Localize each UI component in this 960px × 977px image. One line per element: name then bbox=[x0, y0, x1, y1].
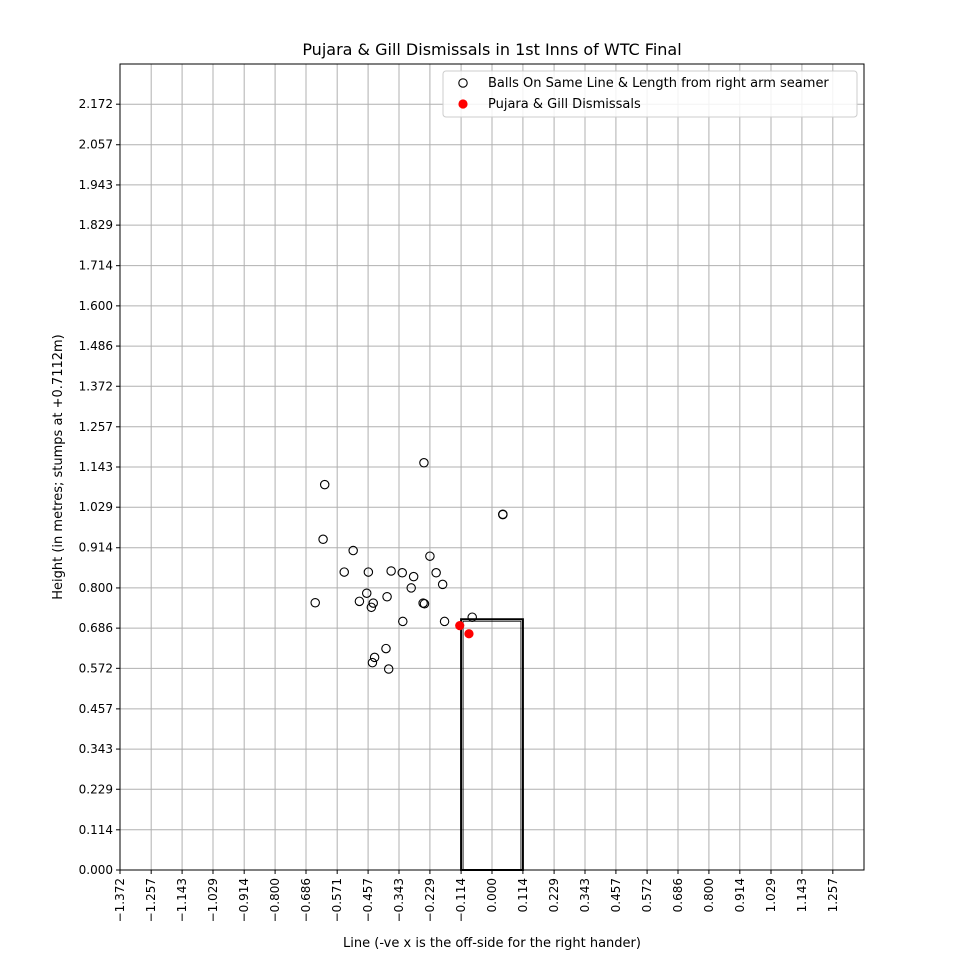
y-tick-label: 0.457 bbox=[79, 702, 113, 716]
x-tick-label: 1.029 bbox=[764, 878, 778, 912]
legend-box bbox=[442, 70, 858, 118]
y-tick-label: 1.486 bbox=[79, 339, 113, 353]
x-tick-label: −1.372 bbox=[113, 878, 127, 922]
data-points bbox=[310, 458, 508, 674]
ball-point bbox=[419, 599, 430, 609]
ball-point bbox=[386, 566, 396, 576]
ball-point bbox=[397, 568, 408, 578]
ball-point bbox=[363, 567, 374, 577]
ball-point bbox=[408, 571, 419, 582]
x-tick-label: −0.343 bbox=[392, 878, 406, 922]
x-tick-label: −0.114 bbox=[454, 878, 468, 922]
ball-point bbox=[368, 598, 378, 608]
y-tick-label: 0.800 bbox=[79, 581, 113, 595]
ball-point bbox=[369, 652, 380, 663]
chart-title: Pujara & Gill Dismissals in 1st Inns of … bbox=[302, 40, 681, 59]
y-tick-label: 2.057 bbox=[79, 138, 113, 152]
x-tick-label: −1.029 bbox=[206, 878, 220, 922]
ball-point bbox=[437, 579, 448, 590]
x-tick-label: −0.686 bbox=[299, 878, 313, 922]
x-tick-label: −0.571 bbox=[330, 878, 344, 922]
x-tick-label: 0.000 bbox=[485, 878, 499, 912]
y-tick-label: 1.257 bbox=[79, 420, 113, 434]
x-tick-label: 0.800 bbox=[702, 878, 716, 912]
y-tick-label: 1.829 bbox=[79, 218, 113, 232]
x-tick-label: −1.257 bbox=[144, 878, 158, 922]
ball-point bbox=[398, 616, 408, 627]
x-tick-label: 1.257 bbox=[826, 878, 840, 912]
ball-point bbox=[382, 591, 392, 602]
y-tick-label: 1.714 bbox=[79, 259, 113, 273]
ball-point bbox=[348, 545, 358, 556]
x-tick-label: 0.572 bbox=[640, 878, 654, 912]
y-tick-label: 2.172 bbox=[79, 97, 113, 111]
x-tick-label: 1.143 bbox=[795, 878, 809, 912]
ball-point bbox=[439, 616, 450, 627]
ball-point bbox=[383, 664, 394, 674]
legend: Balls On Same Line & Length from right a… bbox=[442, 70, 858, 118]
grid bbox=[119, 64, 864, 871]
ball-point bbox=[431, 568, 441, 578]
legend-marker-balls bbox=[458, 78, 468, 88]
y-tick-label: 0.572 bbox=[79, 661, 113, 675]
legend-label-dismissals: Pujara & Gill Dismissals bbox=[488, 97, 641, 112]
ball-point bbox=[361, 588, 372, 598]
y-tick-label: 0.343 bbox=[79, 742, 113, 756]
ball-point bbox=[310, 597, 320, 608]
ball-point bbox=[467, 612, 477, 622]
y-tick-label: 1.029 bbox=[79, 500, 113, 514]
x-tick-label: 0.457 bbox=[609, 878, 623, 912]
ball-point bbox=[367, 657, 378, 668]
x-axis-title: Line (-ve x is the off-side for the righ… bbox=[343, 936, 641, 951]
y-tick-label: 0.114 bbox=[79, 823, 113, 837]
x-tick-label: −0.914 bbox=[237, 878, 251, 922]
ball-point bbox=[366, 602, 377, 613]
ball-point bbox=[498, 509, 508, 519]
ball-point bbox=[381, 643, 391, 654]
x-tick-label: 0.343 bbox=[578, 878, 592, 912]
x-tick-label: 0.114 bbox=[516, 878, 530, 912]
x-axis: −1.372 −1.257 −1.143 −1.029 −0.914 −0.800 −0.6… bbox=[113, 870, 840, 922]
x-tick-label: 0.229 bbox=[547, 878, 561, 912]
ball-point bbox=[406, 583, 416, 593]
legend-marker-dismissals bbox=[458, 99, 468, 109]
ball-point bbox=[339, 567, 349, 577]
y-tick-label: 1.143 bbox=[79, 460, 113, 474]
x-tick-label: −0.229 bbox=[423, 878, 437, 922]
ball-point bbox=[319, 479, 330, 490]
ball-point bbox=[318, 534, 328, 545]
y-axis: 0.000 0.114 0.229 0.343 0.457 0.572 0.686 0.800… bbox=[79, 97, 120, 877]
ball-point bbox=[354, 596, 365, 607]
legend-label-balls: Balls On Same Line & Length from right a… bbox=[488, 76, 829, 91]
y-tick-label: 1.600 bbox=[79, 299, 113, 313]
y-axis-title: Height (in metres; stumps at +0.7112m) bbox=[51, 334, 66, 600]
y-tick-label: 0.686 bbox=[79, 621, 113, 635]
y-tick-label: 0.914 bbox=[79, 541, 113, 555]
x-tick-label: −0.457 bbox=[361, 878, 375, 922]
y-tick-label: 1.372 bbox=[79, 379, 113, 393]
y-tick-label: 0.229 bbox=[79, 782, 113, 796]
x-tick-label: 0.686 bbox=[671, 878, 685, 912]
ball-point bbox=[419, 458, 429, 468]
x-tick-label: −1.143 bbox=[175, 878, 189, 922]
y-tick-label: 0.000 bbox=[79, 863, 113, 877]
dismissal-point bbox=[455, 621, 465, 631]
x-tick-label: 0.914 bbox=[733, 878, 747, 912]
x-tick-label: −0.800 bbox=[268, 878, 282, 922]
ball-point bbox=[425, 551, 435, 561]
y-tick-label: 1.943 bbox=[79, 178, 113, 192]
dismissal-point bbox=[464, 629, 474, 639]
